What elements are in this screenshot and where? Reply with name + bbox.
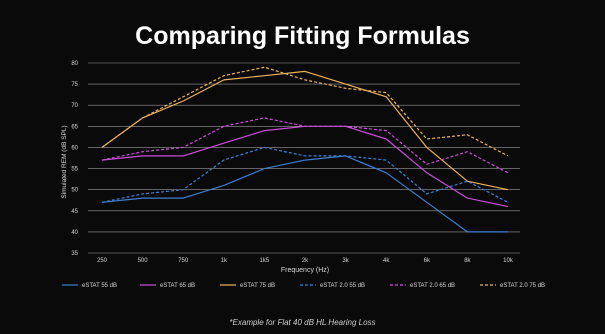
- x-tick-label: 8k: [464, 258, 471, 264]
- x-tick-label: 4k: [383, 258, 390, 264]
- y-tick-label: 75: [71, 82, 78, 88]
- x-tick-label: 750: [178, 258, 189, 264]
- legend-label: eSTAT 75 dB: [240, 283, 275, 289]
- series-line-estat-2-0-55-db: [101, 146, 509, 203]
- y-tick-label: 50: [71, 188, 78, 194]
- footnote: *Example for Flat 40 dB HL Hearing Loss: [229, 318, 376, 327]
- x-axis-title: Frequency (Hz): [281, 267, 329, 274]
- legend: eSTAT 55 dB eSTAT 65 dB eSTAT 75 dB eSTAT 2…: [62, 283, 545, 289]
- legend-label: eSTAT 65 dB: [160, 283, 195, 289]
- series-line-estat-75-db: [101, 70, 509, 191]
- y-tick-label: 35: [71, 251, 78, 257]
- y-tick-label: 55: [71, 167, 78, 173]
- series-line-estat-2-0-65-db: [101, 117, 509, 174]
- legend-label: eSTAT 2.0 65 dB: [410, 283, 455, 289]
- x-tick-label: 10k: [503, 258, 514, 264]
- x-tick-label: 1k: [221, 258, 228, 264]
- x-tick-label: 2k: [302, 258, 309, 264]
- y-tick-label: 80: [71, 61, 78, 67]
- x-tick-label: 6k: [424, 258, 431, 264]
- gridlines: [88, 62, 520, 254]
- legend-label: eSTAT 2.0 75 dB: [500, 283, 545, 289]
- series-line-estat-2-0-75-db: [101, 66, 509, 157]
- series-line-estat-55-db: [101, 155, 508, 233]
- legend-label: eSTAT 2.0 55 dB: [320, 283, 365, 289]
- slide-title: Comparing Fitting Formulas: [135, 22, 470, 50]
- y-tick-label: 45: [71, 209, 78, 215]
- y-tick-labels: 35 40 45 50 55 60 65 70 75 80: [71, 61, 78, 257]
- y-tick-label: 70: [71, 103, 78, 109]
- series-lines: [101, 66, 509, 233]
- legend-label: eSTAT 55 dB: [82, 283, 117, 289]
- x-tick-label: 3k: [342, 258, 349, 264]
- x-tick-label: 1k5: [260, 258, 270, 264]
- y-tick-label: 65: [71, 124, 78, 130]
- series-line-estat-65-db: [101, 125, 509, 208]
- x-tick-label: 500: [138, 258, 149, 264]
- y-tick-label: 40: [71, 230, 78, 236]
- y-tick-label: 60: [71, 145, 78, 151]
- x-tick-label: 250: [97, 258, 108, 264]
- x-tick-labels: 250 500 750 1k 1k5 2k 3k 4k 6k 8k 10k: [97, 258, 514, 264]
- y-axis-title: Simulated REM (dB SPL): [61, 125, 68, 198]
